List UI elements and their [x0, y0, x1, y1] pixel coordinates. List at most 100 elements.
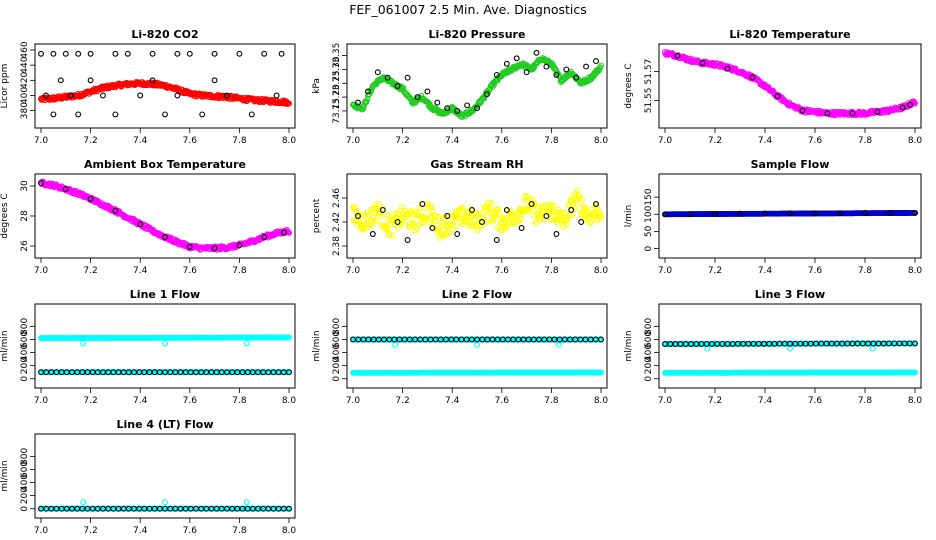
data-point: [849, 110, 856, 117]
data-point: [571, 206, 578, 212]
data-point: [50, 111, 57, 118]
data-point: [907, 101, 913, 108]
x-tick-label: 7.4: [445, 266, 460, 276]
data-point: [574, 187, 581, 194]
data-point: [404, 74, 411, 81]
data-point: [392, 341, 399, 348]
x-tick-label: 7.8: [232, 136, 247, 146]
data-point: [286, 100, 292, 107]
data-point: [386, 230, 393, 237]
x-tick-label: 7.4: [133, 266, 148, 276]
data-point: [588, 219, 595, 226]
panel-line2: Line 2 Flow ml/min 7.0 7.2 7.4 7.6 7.8 8.0 0 2004…: [312, 288, 608, 406]
x-tick-label: 7.2: [83, 526, 97, 536]
data-point: [374, 69, 381, 76]
data-point: [211, 77, 218, 84]
x-tick-label: 8.0: [594, 396, 609, 406]
data-point: [537, 216, 544, 223]
data-point: [387, 221, 394, 228]
data-point: [112, 111, 119, 118]
data-point: [429, 208, 436, 215]
y-tick-label: 400: [332, 344, 342, 361]
data-point: [278, 50, 285, 57]
data-point: [535, 210, 542, 217]
x-tick-label: 7.4: [758, 266, 773, 276]
y-tick-label: 0: [20, 506, 30, 512]
y-tick-label: 400: [20, 87, 30, 104]
data-point: [444, 105, 451, 112]
data-point: [525, 208, 532, 215]
data-point: [67, 92, 74, 99]
data-point: [874, 108, 881, 115]
data-point: [360, 105, 367, 112]
data-point: [507, 207, 514, 214]
series: [392, 341, 562, 348]
data-point: [598, 214, 604, 220]
x-tick-label: 7.2: [83, 396, 97, 406]
x-tick-label: 7.6: [495, 266, 510, 276]
x-tick-label: 7.6: [495, 396, 510, 406]
series: [674, 52, 913, 117]
data-point: [543, 63, 550, 70]
series: [704, 345, 876, 352]
data-point: [563, 66, 570, 73]
data-point: [749, 74, 756, 81]
data-point: [862, 209, 868, 216]
x-tick-label: 7.8: [858, 266, 873, 276]
y-tick-label: 420: [20, 71, 30, 88]
data-point: [474, 222, 480, 228]
data-point: [573, 74, 580, 81]
x-tick-label: 7.4: [758, 136, 773, 146]
data-point: [453, 223, 460, 230]
y-tick-label: 600: [332, 331, 342, 348]
data-point: [286, 505, 292, 512]
data-point: [162, 499, 168, 506]
y-tick-label: 800: [644, 318, 654, 335]
data-point: [162, 234, 168, 240]
y-tick-label: 200: [20, 357, 30, 374]
x-tick-label: 7.8: [232, 266, 247, 276]
data-point: [503, 207, 510, 213]
x-tick-label: 7.6: [808, 266, 823, 276]
data-point: [687, 211, 693, 218]
data-point: [434, 99, 441, 106]
data-point: [912, 340, 918, 347]
data-point: [367, 88, 374, 95]
data-point: [488, 199, 495, 206]
data-point: [459, 207, 465, 214]
data-point: [87, 77, 94, 84]
data-point: [523, 69, 530, 76]
data-point: [596, 67, 602, 74]
data-point: [518, 215, 525, 222]
x-tick-label: 7.4: [445, 396, 460, 406]
data-point: [384, 74, 391, 81]
series: [38, 505, 292, 512]
series: [350, 336, 604, 343]
y-tick-label: 380: [20, 102, 30, 119]
series: [80, 340, 250, 347]
data-point: [243, 340, 250, 347]
data-point: [586, 212, 593, 219]
data-point: [417, 205, 424, 212]
data-point: [674, 52, 681, 59]
data-point: [372, 218, 379, 225]
x-tick-label: 8.0: [282, 526, 297, 536]
panel-line3: Line 3 Flow ml/min 7.0 7.2 7.4 7.6 7.8 8.0 0 2004…: [624, 288, 922, 406]
x-tick-label: 8.0: [282, 266, 297, 276]
x-tick-label: 8.0: [594, 136, 609, 146]
x-tick-label: 7.6: [808, 396, 823, 406]
x-tick-label: 7.0: [346, 136, 361, 146]
y-tick-label: 150: [644, 188, 654, 205]
y-tick-label: 100: [644, 205, 654, 222]
series: [38, 78, 292, 107]
plot-frame: [658, 43, 922, 129]
y-tick-label: 800: [20, 318, 30, 335]
data-point: [174, 50, 181, 57]
data-point: [360, 225, 367, 232]
panel-title: Li-820 Pressure: [429, 28, 526, 41]
y-axis-label: degrees C: [624, 63, 634, 108]
data-point: [501, 217, 508, 224]
y-tick-label: 600: [644, 331, 654, 348]
series: [38, 369, 292, 376]
